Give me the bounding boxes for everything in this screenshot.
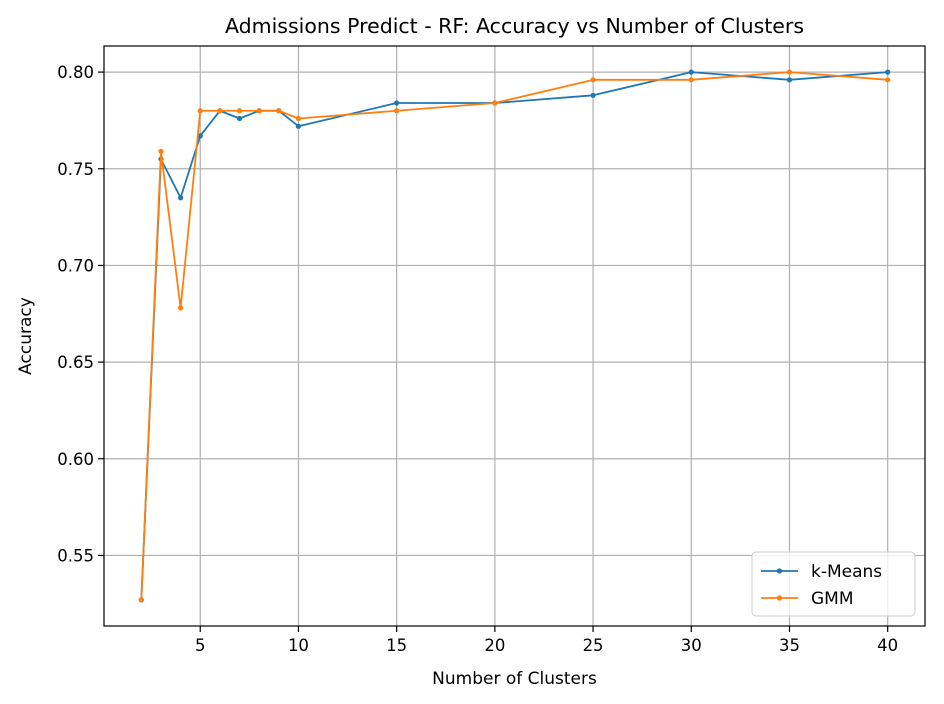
x-axis: 5 10 15 20 25 30 35 40 <box>195 626 898 655</box>
data-point-k-means <box>394 100 400 106</box>
data-point-gmm <box>197 108 203 114</box>
y-tick-label: 0.55 <box>57 546 94 565</box>
grid-lines <box>104 46 925 626</box>
data-point-gmm <box>295 115 302 122</box>
data-point-gmm <box>885 77 891 83</box>
data-point-gmm <box>688 77 694 83</box>
y-tick-label: 0.80 <box>57 63 94 82</box>
y-axis-label: Accuracy <box>16 297 36 375</box>
data-point-gmm <box>236 108 243 114</box>
x-tick-label: 10 <box>288 636 309 655</box>
data-point-k-means <box>590 92 596 98</box>
x-tick-label: 35 <box>779 636 800 655</box>
chart-title: Admissions Predict - RF: Accuracy vs Num… <box>225 14 804 38</box>
x-tick-label: 25 <box>583 636 604 655</box>
x-tick-label: 5 <box>195 636 206 655</box>
legend-label: k-Means <box>811 562 882 582</box>
y-tick-label: 0.60 <box>57 450 94 469</box>
series-layer <box>138 69 891 603</box>
legend-frame <box>751 551 916 617</box>
data-point-k-means <box>197 133 203 139</box>
x-tick-label: 30 <box>681 636 702 655</box>
plot-area <box>103 45 926 627</box>
x-axis-label: Number of Clusters <box>432 669 597 689</box>
plot-frame <box>103 45 926 627</box>
x-tick-label: 40 <box>877 636 898 655</box>
legend-item-k-means: k-Means <box>761 562 882 582</box>
data-point-k-means <box>178 195 184 201</box>
data-point-gmm <box>178 305 184 311</box>
data-point-gmm <box>158 148 164 154</box>
legend: k-Means GMM <box>751 551 916 617</box>
data-point-gmm <box>256 108 262 114</box>
legend-item-gmm: GMM <box>761 589 854 609</box>
x-tick-label: 15 <box>386 636 407 655</box>
y-axis: 0.55 0.60 0.65 0.70 0.75 0.80 <box>57 63 104 565</box>
data-point-k-means <box>295 123 302 129</box>
data-point-gmm <box>786 69 793 75</box>
legend-label: GMM <box>811 589 854 609</box>
data-point-k-means <box>236 115 243 122</box>
data-point-k-means <box>688 69 694 75</box>
y-tick-label: 0.65 <box>57 353 94 372</box>
series-gmm <box>138 69 891 603</box>
legend-swatch-marker <box>776 595 783 601</box>
data-point-gmm <box>138 597 144 603</box>
y-tick-label: 0.70 <box>57 256 94 275</box>
data-point-gmm <box>394 108 400 114</box>
x-tick-label: 20 <box>484 636 505 655</box>
data-point-k-means <box>786 77 793 83</box>
data-point-gmm <box>492 100 498 106</box>
legend-swatch-marker <box>776 568 783 574</box>
data-point-gmm <box>590 77 596 83</box>
data-point-gmm <box>217 108 223 114</box>
data-point-gmm <box>276 108 282 114</box>
data-point-k-means <box>885 69 891 75</box>
y-tick-label: 0.75 <box>57 160 94 179</box>
